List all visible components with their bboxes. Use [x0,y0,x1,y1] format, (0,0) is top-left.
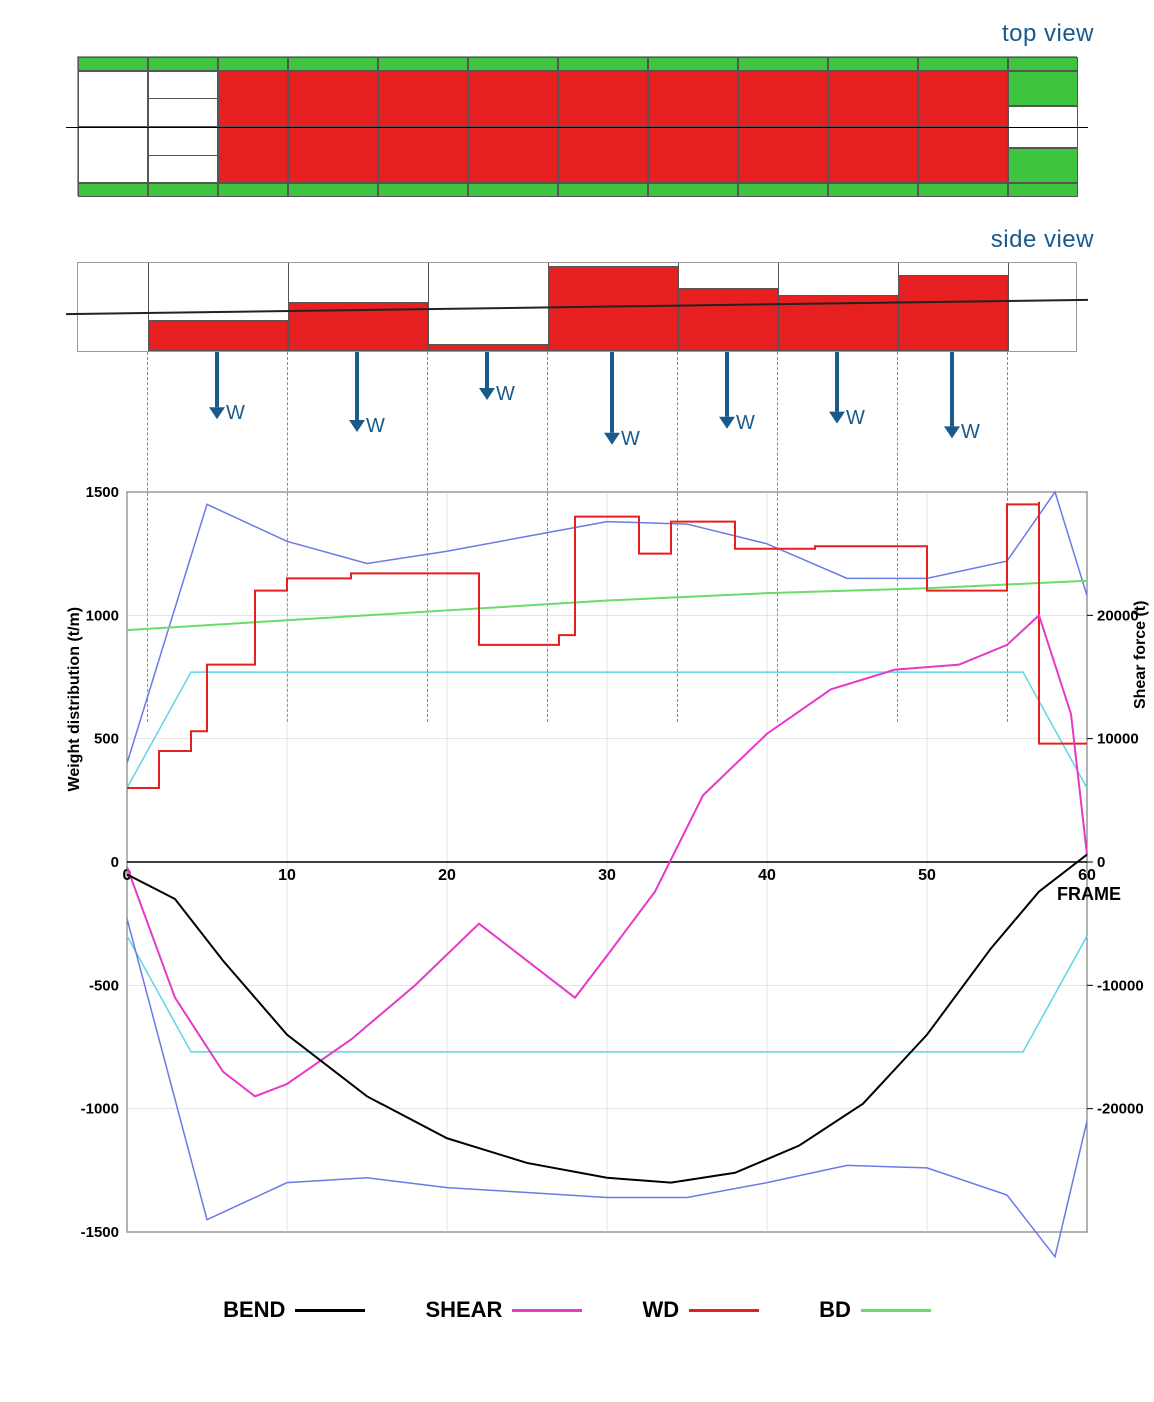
weight-arrow: W [822,352,852,424]
cargo-bar [678,288,778,351]
top-view-cell [218,183,288,197]
weight-arrow: W [712,352,742,429]
top-view-cell [468,127,558,183]
top-view-cell [378,127,468,183]
top-view-cell [378,57,468,71]
top-view-cell [1008,57,1078,71]
weight-label: W [496,383,515,405]
top-view-cell [468,183,558,197]
svg-text:30: 30 [598,867,616,884]
side-view-label: side view [30,226,1124,254]
legend-item: SHEAR [425,1297,582,1323]
weight-label: W [846,407,865,429]
top-view-cell [648,183,738,197]
top-view-cell [558,127,648,183]
weight-arrow: W [342,352,372,432]
weight-arrow: W [937,352,967,438]
svg-text:10: 10 [278,867,296,884]
legend-item: BD [819,1297,931,1323]
top-view-cell [738,183,828,197]
top-view-cell [288,183,378,197]
top-view-cell [648,127,738,183]
top-view-cell [288,57,378,71]
cargo-bar [428,344,548,351]
legend-item: BEND [223,1297,365,1323]
top-view-cell [828,57,918,71]
svg-text:-1000: -1000 [81,1101,119,1118]
top-view-cell [648,57,738,71]
top-view-cell [218,57,288,71]
cargo-bar [898,275,1008,352]
weight-arrow: W [472,352,502,400]
weight-label: W [621,428,640,450]
top-view-cell [78,183,148,197]
top-view-cell [218,71,288,127]
top-view-cell [288,127,378,183]
svg-text:0: 0 [111,854,119,871]
svg-text:-500: -500 [89,977,119,994]
top-view-cell [218,127,288,183]
weight-label: W [736,412,755,434]
svg-text:20: 20 [438,867,456,884]
svg-text:40: 40 [758,867,776,884]
legend: BEND SHEAR WD BD [30,1297,1124,1323]
top-view-cell [918,183,1008,197]
top-view-cell [378,183,468,197]
weight-label: W [366,415,385,437]
top-view-cell [558,57,648,71]
top-view-cell [468,71,558,127]
weight-arrows: WWWWWWW [77,352,1077,462]
svg-text:Shear force (t): Shear force (t) [1132,601,1149,709]
svg-text:0: 0 [1097,854,1105,871]
side-view-diagram [77,262,1077,352]
top-view-cell [738,57,828,71]
svg-text:10000: 10000 [1097,731,1139,748]
top-view-cell [78,57,148,71]
svg-text:1500: 1500 [86,484,119,501]
cargo-bar [548,266,678,352]
svg-text:-20000: -20000 [1097,1101,1144,1118]
svg-text:60: 60 [1078,867,1096,884]
top-view-cell [828,127,918,183]
top-view-cell [828,183,918,197]
top-view-label: top view [30,20,1124,48]
weight-arrow: W [202,352,232,419]
weight-arrow: W [597,352,627,445]
top-view-cell [1008,183,1078,197]
top-view-cell [468,57,558,71]
top-view-cell [148,183,218,197]
top-view-cell [738,127,828,183]
top-view-cell [288,71,378,127]
top-view-cell [378,71,468,127]
top-view-cell [918,57,1008,71]
top-view-cell [558,71,648,127]
top-view-cell [558,183,648,197]
chart-container: 0102030405060-1500-1000-500050010001500-… [57,472,1097,1277]
svg-text:Weight distribution (t/m): Weight distribution (t/m) [66,607,83,792]
top-view-cell [918,127,1008,183]
weight-label: W [226,402,245,424]
svg-text:-10000: -10000 [1097,977,1144,994]
weight-label: W [961,421,980,443]
svg-text:-1500: -1500 [81,1224,119,1241]
top-view-cell [738,71,828,127]
svg-text:50: 50 [918,867,936,884]
svg-text:FRAME: FRAME [1057,884,1121,904]
top-view-cell [918,71,1008,127]
legend-item: WD [642,1297,759,1323]
svg-text:500: 500 [94,731,119,748]
chart: 0 10 20 30 40 50 60 -1500 -1000 -500 0 500 1000 1500 -… [57,472,1154,1272]
cargo-bar [148,320,288,352]
top-view-cell [648,71,738,127]
top-view-diagram [77,56,1077,196]
top-view-cell [148,57,218,71]
svg-text:1000: 1000 [86,607,119,624]
top-view-cell [828,71,918,127]
